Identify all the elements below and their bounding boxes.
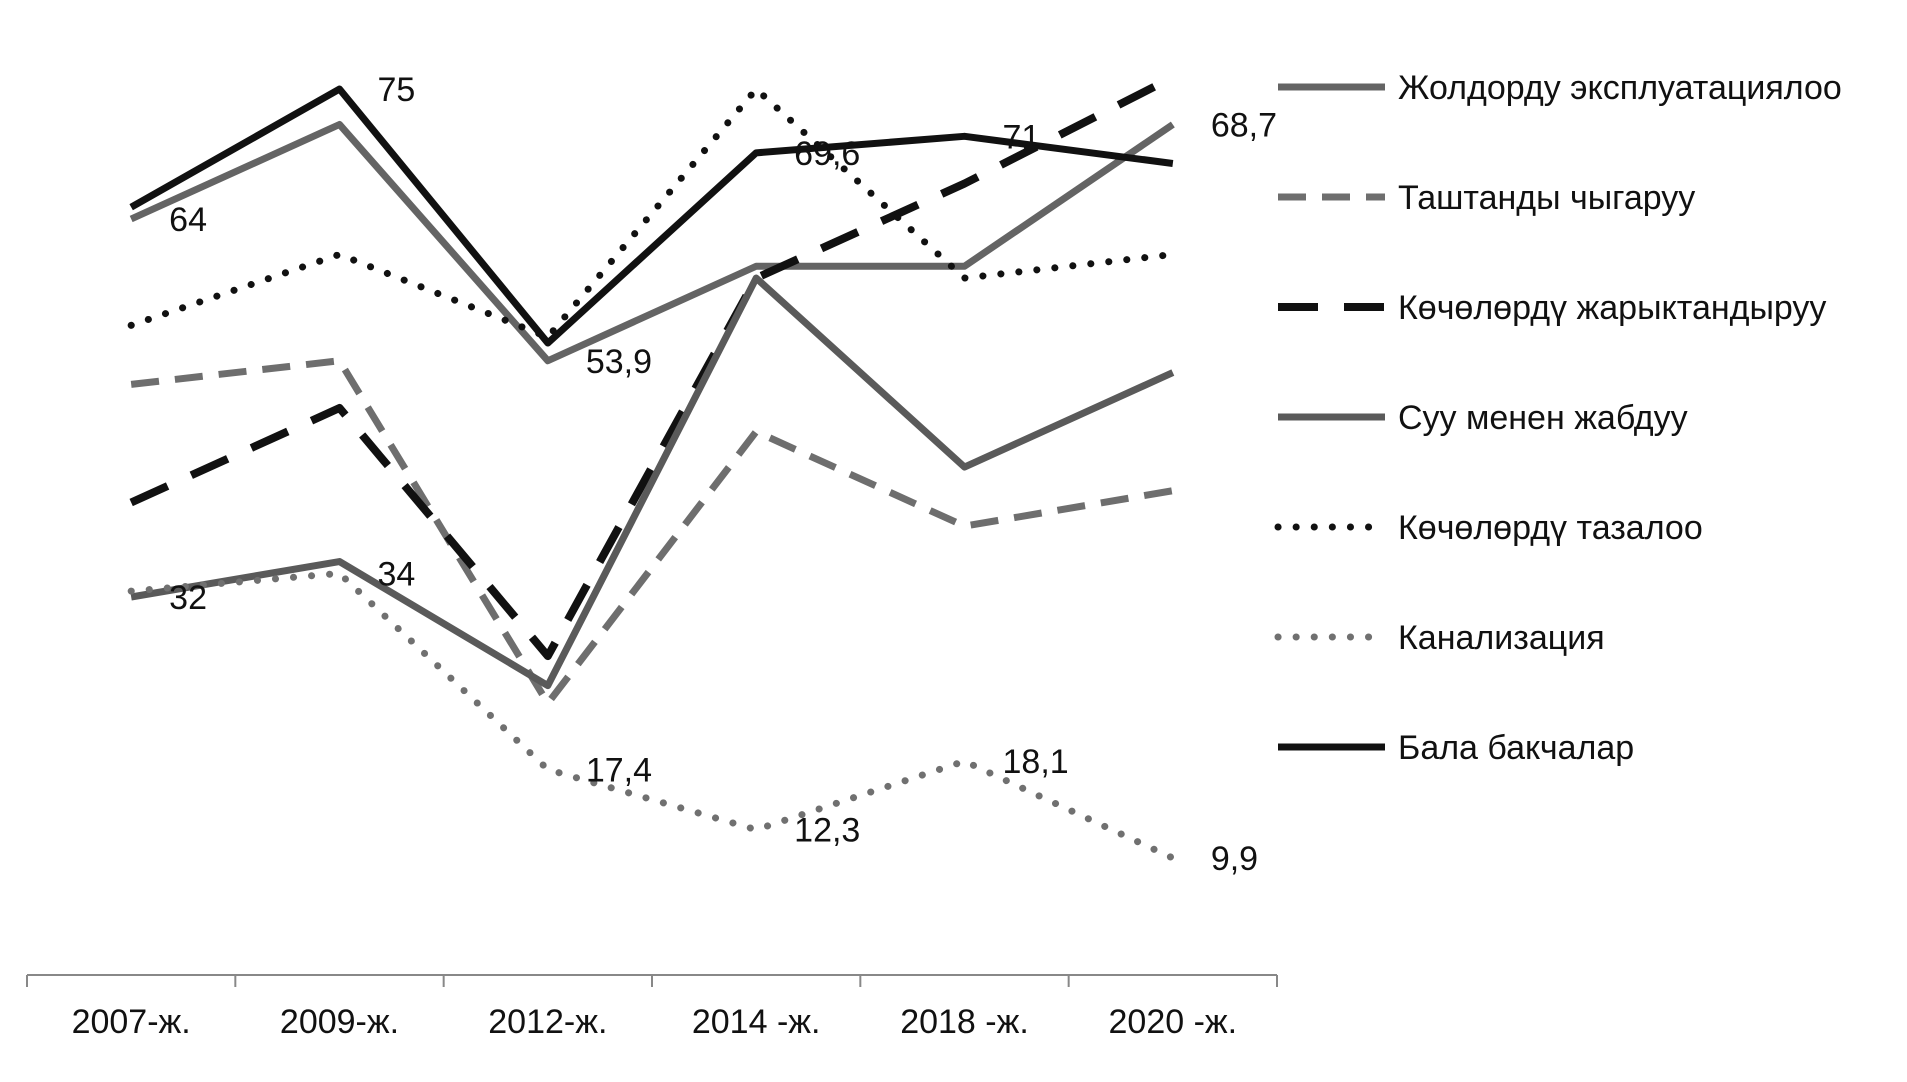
legend-label: Канализация	[1398, 619, 1605, 657]
x-tick-label: 2018 -ж.	[900, 1003, 1029, 1041]
x-tick-label: 2014 -ж.	[692, 1003, 821, 1041]
legend-label: Суу менен жабдуу	[1398, 399, 1688, 437]
legend-label: Көчөлөрдү жарыктандыруу	[1398, 289, 1826, 327]
legend-label: Жолдорду эксплуатациялоо	[1398, 69, 1842, 107]
data-labels: 64 53,9 68,7 32 34 17,4 12,3 18,1 9,9 75 69,6 71	[169, 71, 1277, 878]
data-label: 18,1	[1003, 743, 1069, 781]
x-tick-label: 2012-ж.	[488, 1003, 607, 1041]
data-label: 32	[169, 579, 207, 617]
series-line	[130, 357, 1174, 707]
series-line	[129, 121, 1175, 365]
data-label: 68,7	[1211, 107, 1277, 145]
data-label: 9,9	[1211, 840, 1258, 878]
series-line	[127, 85, 1177, 341]
legend-label: Көчөлөрдү тазалоо	[1398, 509, 1703, 547]
legend-label: Бала бакчалар	[1398, 729, 1634, 767]
data-label: 69,6	[794, 135, 860, 173]
x-axis: 2007-ж. 2009-ж. 2012-ж. 2014 -ж. 2018 -ж. 202…	[26, 974, 1278, 1041]
x-tick-label: 2009-ж.	[280, 1003, 399, 1041]
data-label: 34	[378, 555, 416, 593]
data-label: 75	[378, 71, 416, 109]
data-label: 71	[1003, 118, 1041, 156]
data-label: 53,9	[586, 343, 652, 381]
legend-label: Таштанды чыгаруу	[1398, 179, 1695, 217]
data-label: 12,3	[794, 812, 860, 850]
x-tick-label: 2007-ж.	[72, 1003, 191, 1041]
data-label: 17,4	[586, 751, 652, 789]
legend: Жолдорду эксплуатациялоо Таштанды чыгаруу…	[1274, 69, 1842, 767]
series-line	[130, 274, 1175, 690]
series-line	[127, 569, 1177, 862]
series-line	[129, 85, 1174, 347]
x-tick-label: 2020 -ж.	[1109, 1003, 1238, 1041]
series-lines	[127, 73, 1177, 862]
data-label: 64	[169, 201, 207, 239]
